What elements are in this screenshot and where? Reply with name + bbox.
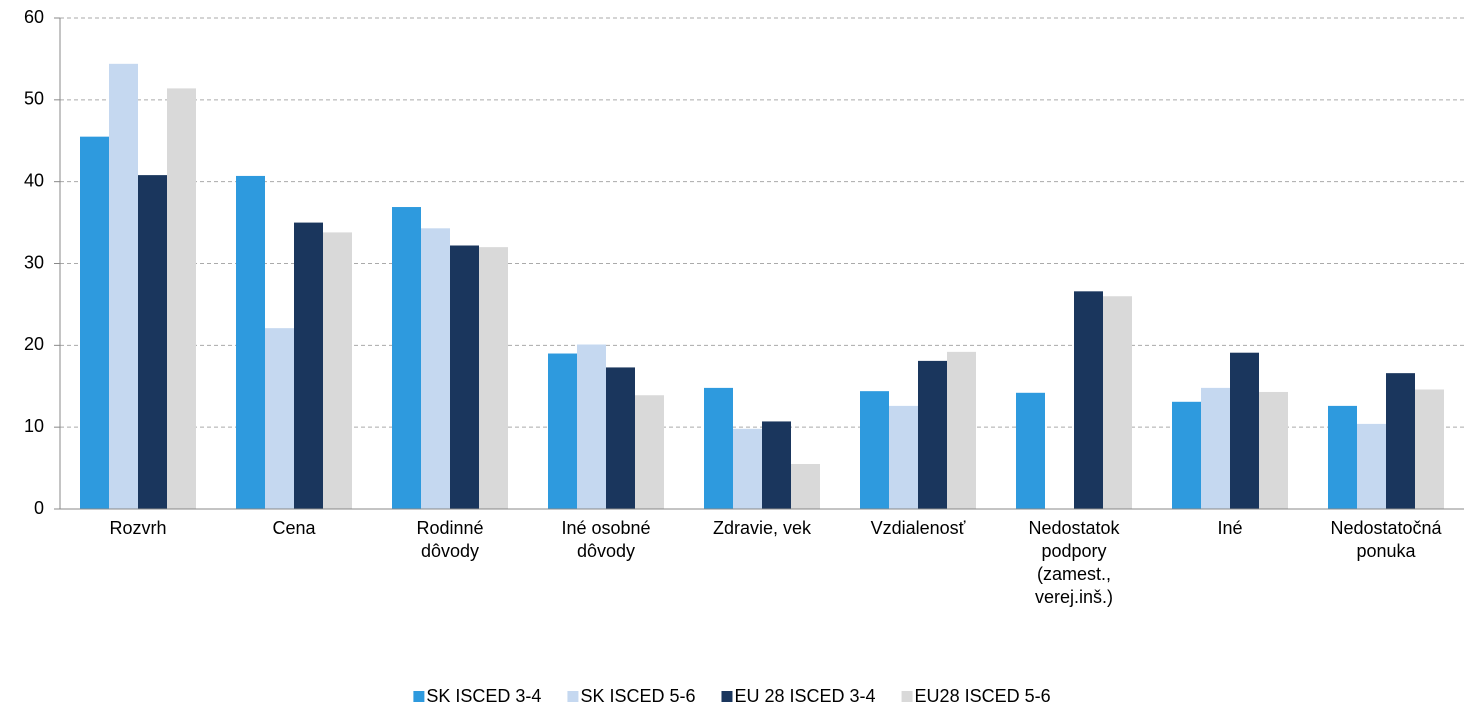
legend-swatch xyxy=(901,691,913,702)
bar xyxy=(392,207,421,509)
bar xyxy=(1016,392,1045,509)
legend-swatch xyxy=(721,691,733,702)
y-tick-label: 40 xyxy=(24,170,44,190)
x-tick-label: Nedostatok podpory (zamest., verej.inš.) xyxy=(1028,518,1120,607)
y-tick-label: 60 xyxy=(24,7,44,27)
bar xyxy=(479,247,508,509)
bar xyxy=(1074,291,1103,509)
legend-swatch xyxy=(413,691,425,702)
bar xyxy=(762,421,791,509)
bar xyxy=(450,245,479,509)
bar xyxy=(1415,389,1444,509)
bar xyxy=(1357,423,1386,509)
legend-label: EU 28 ISCED 3-4 xyxy=(734,686,875,706)
bar xyxy=(167,88,196,510)
bar xyxy=(1328,405,1357,509)
bar xyxy=(548,353,577,509)
bar xyxy=(860,391,889,509)
bar xyxy=(635,395,664,509)
bar xyxy=(704,387,733,509)
bar xyxy=(1230,352,1259,509)
y-tick-label: 0 xyxy=(34,498,44,518)
y-tick-label: 30 xyxy=(24,252,44,272)
y-tick-label: 20 xyxy=(24,334,44,354)
bar xyxy=(294,222,323,510)
bar xyxy=(323,232,352,510)
legend-label: SK ISCED 3-4 xyxy=(426,686,541,706)
bar xyxy=(733,428,762,509)
x-tick-label: Rodinné dôvody xyxy=(416,518,483,561)
x-tick-label: Nedostatočná ponuka xyxy=(1330,518,1442,561)
legend: SK ISCED 3-4 SK ISCED 5-6 EU 28 ISCED 3-4 E… xyxy=(413,686,1051,706)
bar xyxy=(918,360,947,509)
bar xyxy=(791,463,820,509)
bar xyxy=(109,63,138,510)
bar xyxy=(889,405,918,509)
bar xyxy=(606,367,635,509)
y-tick-label: 10 xyxy=(24,416,44,436)
bar xyxy=(421,228,450,510)
bar xyxy=(1259,391,1288,509)
x-tick-label: Iné xyxy=(1217,518,1242,538)
x-tick-label: Rozvrh xyxy=(109,518,166,538)
x-tick-label: Iné osobné dôvody xyxy=(561,518,650,561)
legend-label: EU28 ISCED 5-6 xyxy=(915,686,1051,706)
x-tick-label: Zdravie, vek xyxy=(713,518,812,538)
bar xyxy=(577,344,606,509)
bar xyxy=(80,136,109,510)
bar xyxy=(265,328,294,509)
x-tick-label: Cena xyxy=(272,518,316,538)
bar xyxy=(236,175,265,509)
legend-label: SK ISCED 5-6 xyxy=(580,686,695,706)
bar xyxy=(1201,387,1230,509)
x-tick-label: Vzdialenosť xyxy=(871,518,966,538)
bar xyxy=(947,351,976,509)
bar xyxy=(1386,373,1415,509)
bar xyxy=(1103,296,1132,509)
bar xyxy=(138,175,167,509)
bar xyxy=(1172,401,1201,509)
legend-swatch xyxy=(567,691,579,702)
y-tick-label: 50 xyxy=(24,89,44,109)
